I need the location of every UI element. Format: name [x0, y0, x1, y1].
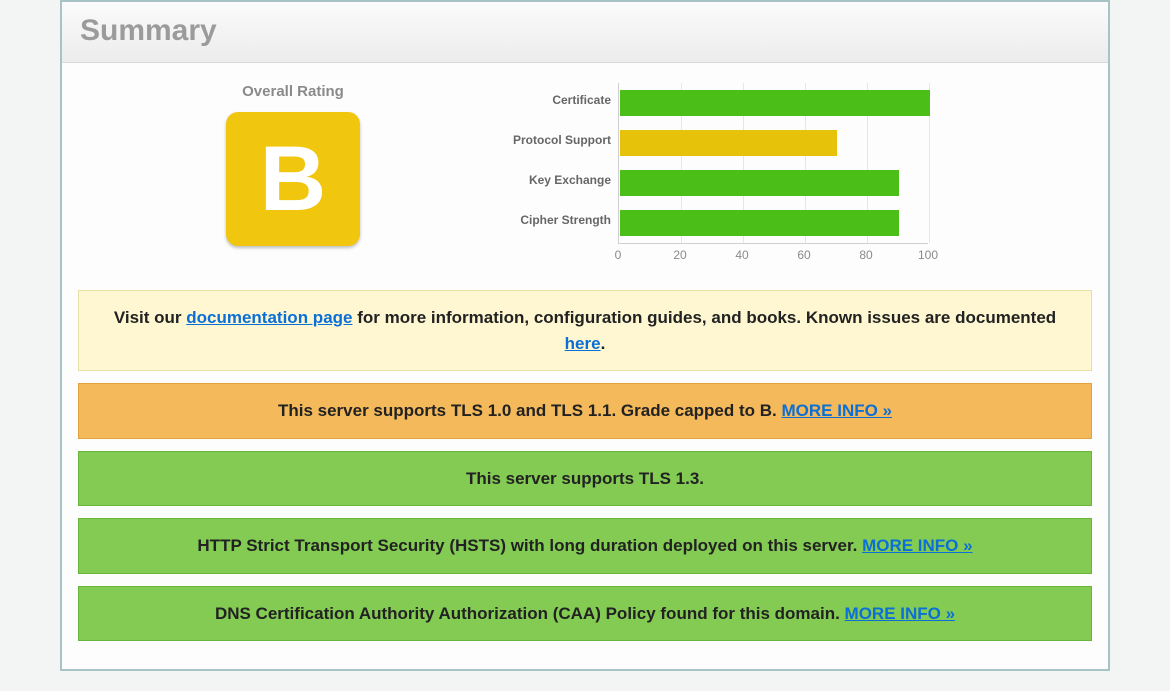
panel-header: Summary	[62, 2, 1108, 63]
chart-bar-label: Cipher Strength	[499, 213, 611, 227]
chart-bar-row: Protocol Support	[619, 123, 929, 163]
page-title: Summary	[80, 14, 1090, 48]
chart-tick-label: 80	[859, 248, 872, 262]
tls-old-more-link[interactable]: MORE INFO »	[782, 401, 893, 420]
summary-panel: Summary Overall Rating B CertificateProt…	[60, 0, 1110, 671]
caa-text: DNS Certification Authority Authorizatio…	[215, 604, 845, 623]
caa-notice: DNS Certification Authority Authorizatio…	[78, 586, 1092, 642]
chart-bar-label: Certificate	[499, 93, 611, 107]
chart-bar-row: Key Exchange	[619, 163, 929, 203]
grade-letter: B	[260, 133, 326, 225]
tls-old-warning: This server supports TLS 1.0 and TLS 1.1…	[78, 383, 1092, 439]
overall-rating-label: Overall Rating	[78, 83, 508, 100]
chart-tick-label: 40	[735, 248, 748, 262]
chart-tick-label: 20	[673, 248, 686, 262]
page-background: Summary Overall Rating B CertificateProt…	[0, 0, 1170, 691]
chart-bar-label: Protocol Support	[499, 133, 611, 147]
doc-text-mid: for more information, configuration guid…	[352, 308, 1056, 327]
chart-bar	[620, 210, 899, 236]
chart-bar-row: Cipher Strength	[619, 203, 929, 243]
rating-and-chart-row: Overall Rating B CertificateProtocol Sup…	[78, 83, 1092, 264]
caa-more-link[interactable]: MORE INFO »	[845, 604, 956, 623]
chart-bar	[620, 170, 899, 196]
chart-bar-label: Key Exchange	[499, 173, 611, 187]
chart-bar	[620, 90, 930, 116]
chart-x-axis: 020406080100	[618, 243, 928, 264]
chart-tick-label: 60	[797, 248, 810, 262]
hsts-text: HTTP Strict Transport Security (HSTS) wi…	[197, 536, 862, 555]
grade-badge: B	[226, 112, 360, 246]
tls-old-text: This server supports TLS 1.0 and TLS 1.1…	[278, 401, 782, 420]
known-issues-link[interactable]: here	[565, 334, 601, 353]
tls13-text: This server supports TLS 1.3.	[466, 469, 704, 488]
panel-body: Overall Rating B CertificateProtocol Sup…	[62, 63, 1108, 669]
doc-text-post: .	[601, 334, 606, 353]
doc-text-pre: Visit our	[114, 308, 186, 327]
rating-column: Overall Rating B	[78, 83, 508, 246]
score-chart: CertificateProtocol SupportKey ExchangeC…	[508, 83, 968, 264]
chart-plot-area: CertificateProtocol SupportKey ExchangeC…	[618, 83, 929, 243]
documentation-link[interactable]: documentation page	[186, 308, 352, 327]
hsts-notice: HTTP Strict Transport Security (HSTS) wi…	[78, 518, 1092, 574]
tls13-notice: This server supports TLS 1.3.	[78, 451, 1092, 507]
chart-bar-row: Certificate	[619, 83, 929, 123]
hsts-more-link[interactable]: MORE INFO »	[862, 536, 973, 555]
chart-tick-label: 0	[615, 248, 622, 262]
documentation-notice: Visit our documentation page for more in…	[78, 290, 1092, 371]
chart-tick-label: 100	[918, 248, 938, 262]
chart-bar	[620, 130, 837, 156]
